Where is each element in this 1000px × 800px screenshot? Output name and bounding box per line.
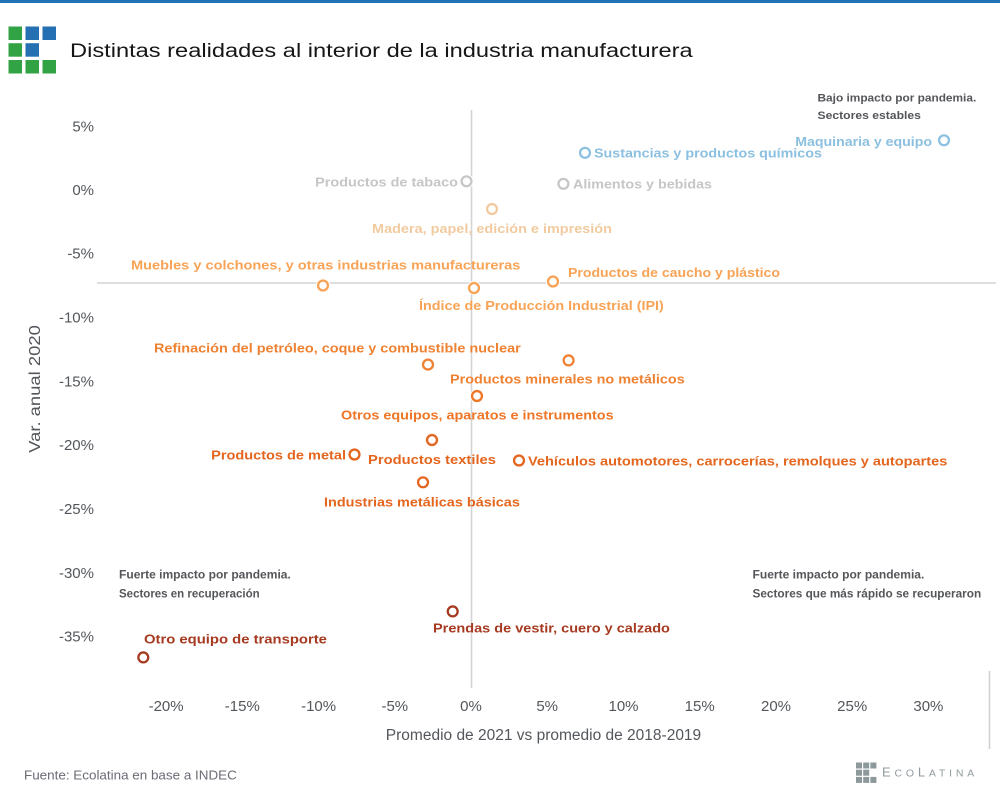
svg-text:-10%: -10% (59, 310, 94, 327)
svg-text:-15%: -15% (59, 374, 94, 391)
svg-text:-10%: -10% (301, 698, 336, 715)
svg-text:Sectores en recuperación: Sectores en recuperación (119, 588, 260, 600)
svg-text:Prendas de vestir, cuero y cal: Prendas de vestir, cuero y calzado (433, 621, 670, 635)
svg-text:0%: 0% (460, 698, 482, 715)
svg-text:Alimentos y bebidas: Alimentos y bebidas (573, 177, 712, 191)
svg-text:Muebles y colchones, y otras i: Muebles y colchones, y otras industrias … (131, 257, 521, 272)
svg-text:30%: 30% (913, 698, 943, 715)
svg-text:Bajo impacto por pandemia.: Bajo impacto por pandemia. (818, 92, 977, 105)
svg-text:Sectores que más rápido se rec: Sectores que más rápido se recuperaron (753, 588, 982, 601)
svg-text:5%: 5% (72, 119, 94, 136)
svg-text:Sectores estables: Sectores estables (818, 109, 922, 123)
svg-text:Fuerte impacto por pandemia.: Fuerte impacto por pandemia. (753, 569, 925, 582)
svg-text:Sustancias y productos químico: Sustancias y productos químicos (594, 146, 822, 160)
svg-text:-15%: -15% (225, 698, 260, 715)
svg-text:25%: 25% (837, 698, 867, 715)
svg-text:10%: 10% (608, 698, 638, 715)
svg-text:Vehículos automotores, carroce: Vehículos automotores, carrocerías, remo… (528, 453, 948, 468)
svg-text:0%: 0% (72, 182, 94, 199)
svg-text:15%: 15% (685, 698, 715, 715)
svg-text:-25%: -25% (59, 501, 94, 518)
svg-text:Fuente: Ecolatina en base a IN: Fuente: Ecolatina en base a INDEC (24, 768, 237, 782)
svg-text:Productos de metal: Productos de metal (211, 448, 346, 462)
svg-text:Promedio de 2021 vs promedio d: Promedio de 2021 vs promedio de 2018-201… (386, 727, 701, 744)
svg-text:Otro equipo de transporte: Otro equipo de transporte (144, 631, 327, 646)
svg-text:Productos de tabaco: Productos de tabaco (315, 175, 458, 189)
svg-text:Productos de caucho y plástico: Productos de caucho y plástico (568, 265, 780, 279)
svg-text:-20%: -20% (59, 437, 94, 454)
svg-text:-5%: -5% (67, 246, 94, 263)
svg-text:5%: 5% (536, 698, 558, 715)
svg-text:20%: 20% (761, 698, 791, 715)
svg-text:-30%: -30% (59, 565, 94, 582)
svg-text:Var. anual 2020: Var. anual 2020 (26, 325, 43, 453)
svg-text:ECOLATINA: ECOLATINA (882, 765, 978, 780)
svg-text:Maquinaria y equipo: Maquinaria y equipo (795, 135, 932, 149)
svg-text:-35%: -35% (59, 629, 94, 646)
svg-text:Madera, papel, edición e impre: Madera, papel, edición e impresión (372, 222, 612, 236)
svg-text:-20%: -20% (149, 698, 184, 715)
svg-text:Refinación del petróleo, coque: Refinación del petróleo, coque y combust… (154, 341, 521, 355)
svg-text:Fuerte impacto por pandemia.: Fuerte impacto por pandemia. (119, 569, 291, 582)
svg-text:Otros equipos, aparatos e inst: Otros equipos, aparatos e instrumentos (341, 408, 614, 422)
svg-text:Industrias metálicas básicas: Industrias metálicas básicas (324, 495, 520, 509)
svg-text:Productos minerales no metálic: Productos minerales no metálicos (450, 372, 685, 386)
svg-text:Distintas realidades al interi: Distintas realidades al interior de la i… (70, 40, 693, 61)
svg-text:Índice de Producción Industria: Índice de Producción Industrial (IPI) (419, 299, 664, 313)
svg-text:Productos textiles: Productos textiles (368, 452, 496, 467)
svg-text:-5%: -5% (381, 698, 408, 715)
